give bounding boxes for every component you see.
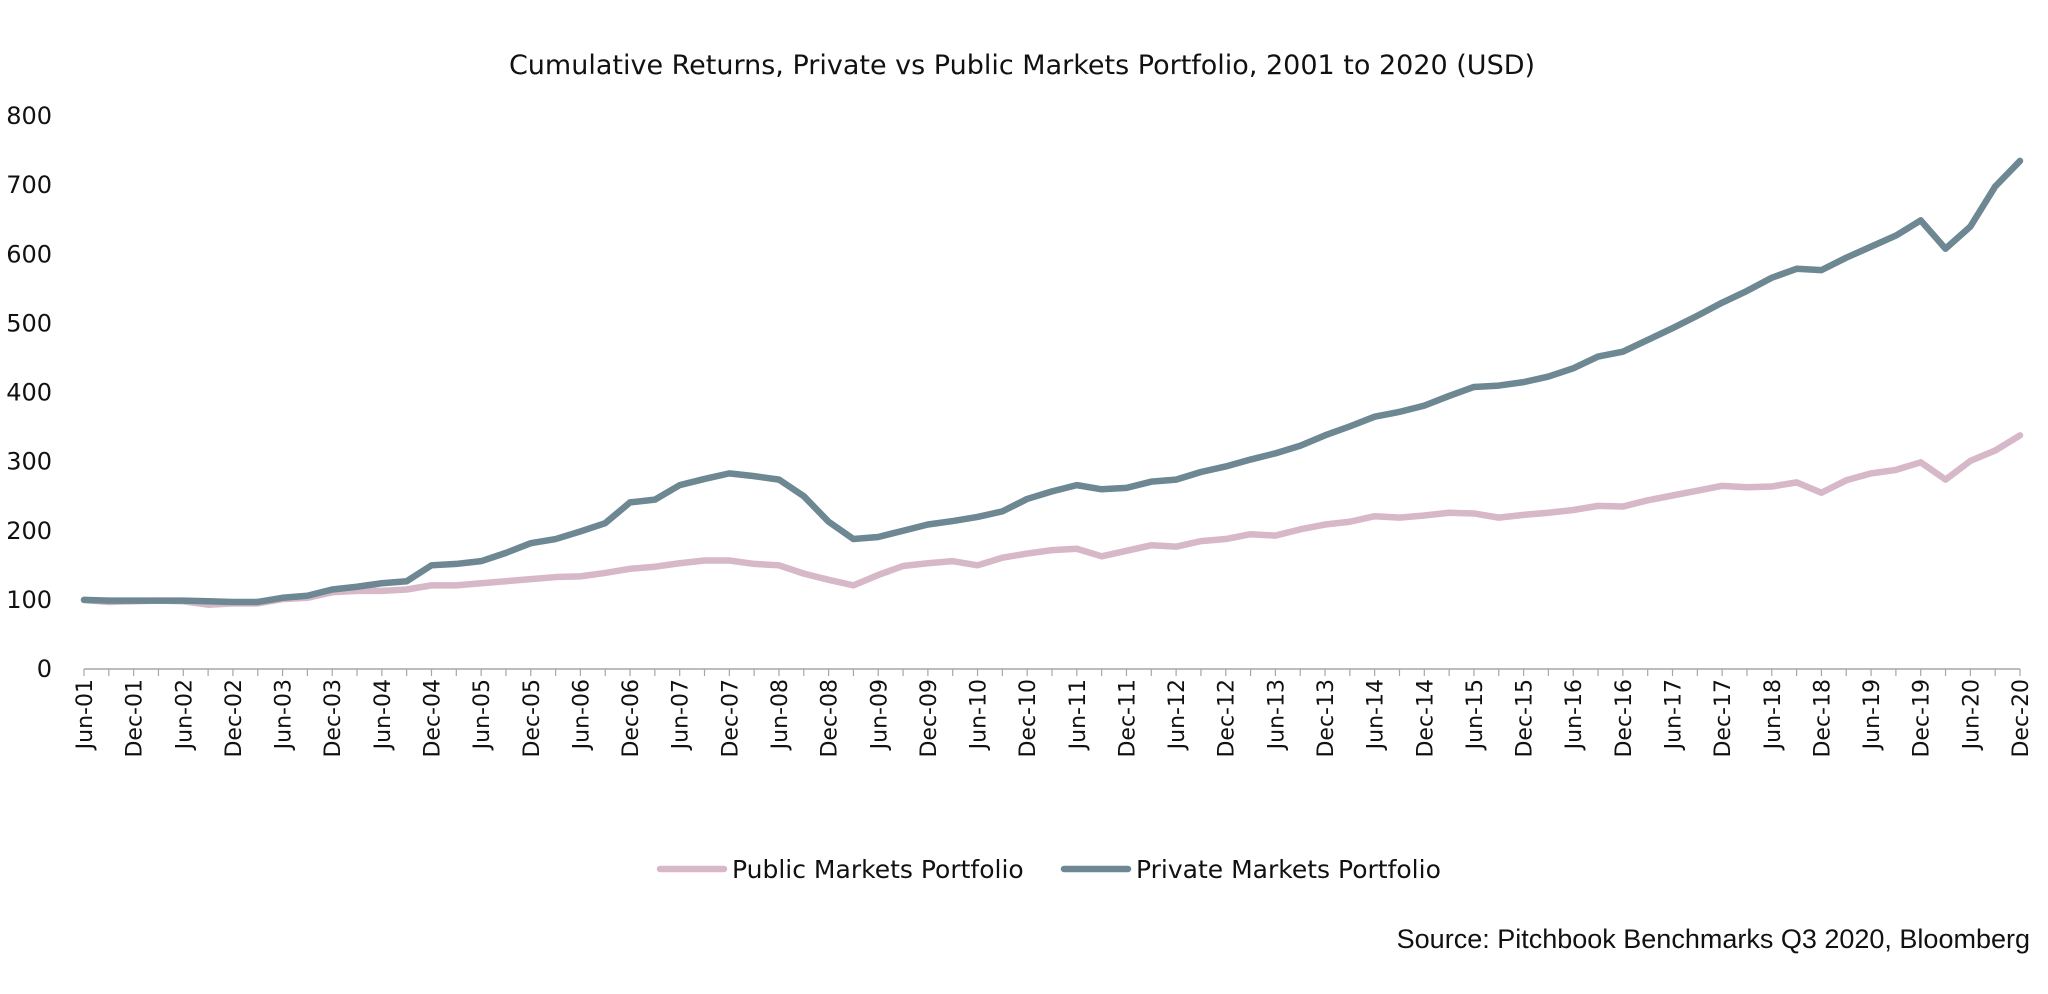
y-tick-label: 400 — [6, 379, 52, 407]
x-tick-label: Dec-05 — [520, 679, 545, 758]
x-tick-label: Dec-19 — [1910, 679, 1935, 758]
x-tick-label: Jun-20 — [1959, 679, 1984, 751]
x-tick-label: Jun-04 — [371, 679, 396, 751]
x-tick-label: Jun-15 — [1463, 679, 1488, 751]
x-tick-label: Jun-01 — [73, 679, 98, 751]
x-tick-label: Jun-08 — [768, 679, 793, 751]
x-tick-label: Dec-08 — [818, 679, 843, 758]
x-tick-label: Jun-09 — [867, 679, 892, 751]
x-tick-label: Jun-19 — [1860, 679, 1885, 751]
x-tick-label: Jun-17 — [1662, 679, 1687, 751]
legend-label: Private Markets Portfolio — [1136, 855, 1441, 884]
y-tick-label: 0 — [37, 655, 52, 683]
x-tick-label: Jun-03 — [272, 679, 297, 751]
x-tick-label: Jun-10 — [967, 679, 992, 751]
x-tick-label: Dec-15 — [1513, 679, 1538, 758]
y-tick-label: 600 — [6, 240, 52, 268]
series-line-public — [80, 432, 2024, 608]
x-tick-label: Jun-18 — [1761, 679, 1786, 751]
x-tick-label: Dec-09 — [917, 679, 942, 758]
x-tick-label: Dec-04 — [420, 679, 445, 758]
x-tick-label: Jun-11 — [1066, 679, 1091, 751]
legend: Public Markets Portfolio Private Markets … — [656, 855, 1441, 884]
x-tick-label: Jun-02 — [172, 679, 197, 751]
x-tick-label: Jun-14 — [1364, 679, 1389, 751]
chart-title: Cumulative Returns, Private vs Public Ma… — [509, 50, 1535, 81]
x-tick-label: Jun-16 — [1562, 679, 1587, 751]
x-tick-label: Dec-14 — [1413, 679, 1438, 758]
series-line-private — [80, 157, 2024, 606]
x-tick-label: Dec-13 — [1314, 679, 1339, 758]
x-tick-label: Dec-17 — [1711, 679, 1736, 758]
x-tick-label: Dec-18 — [1810, 679, 1835, 758]
y-tick-label: 100 — [6, 586, 52, 614]
legend-label: Public Markets Portfolio — [732, 855, 1024, 884]
x-tick-label: Dec-02 — [222, 679, 247, 758]
y-tick-label: 500 — [6, 309, 52, 337]
y-axis: 0 100 200 300 400 500 600 700 800 — [6, 102, 52, 683]
x-tick-label: Dec-06 — [619, 679, 644, 758]
y-tick-label: 800 — [6, 102, 52, 130]
y-tick-label: 700 — [6, 171, 52, 199]
x-tick-label: Jun-06 — [569, 679, 594, 751]
x-tick-label: Dec-07 — [718, 679, 743, 758]
x-axis: Jun-01 Dec-01 Jun-02 Dec-02 Jun-03 Dec-03 Jun-… — [73, 668, 2034, 758]
x-tick-label: Dec-20 — [2009, 679, 2034, 758]
x-tick-label: Dec-11 — [1115, 679, 1140, 758]
x-tick-label: Dec-12 — [1215, 679, 1240, 758]
plot-area — [80, 157, 2024, 608]
x-tick-label: Dec-10 — [1016, 679, 1041, 758]
x-tick-label: Jun-07 — [669, 679, 694, 751]
x-tick-label: Dec-01 — [123, 679, 148, 758]
source-note: Source: Pitchbook Benchmarks Q3 2020, Bl… — [1396, 924, 2030, 954]
x-tick-label: Dec-03 — [321, 679, 346, 758]
x-tick-label: Dec-16 — [1612, 679, 1637, 758]
x-tick-label: Jun-13 — [1264, 679, 1289, 751]
x-tick-label: Jun-12 — [1165, 679, 1190, 751]
y-tick-label: 300 — [6, 448, 52, 476]
x-tick-label: Jun-05 — [470, 679, 495, 751]
y-tick-label: 200 — [6, 517, 52, 545]
